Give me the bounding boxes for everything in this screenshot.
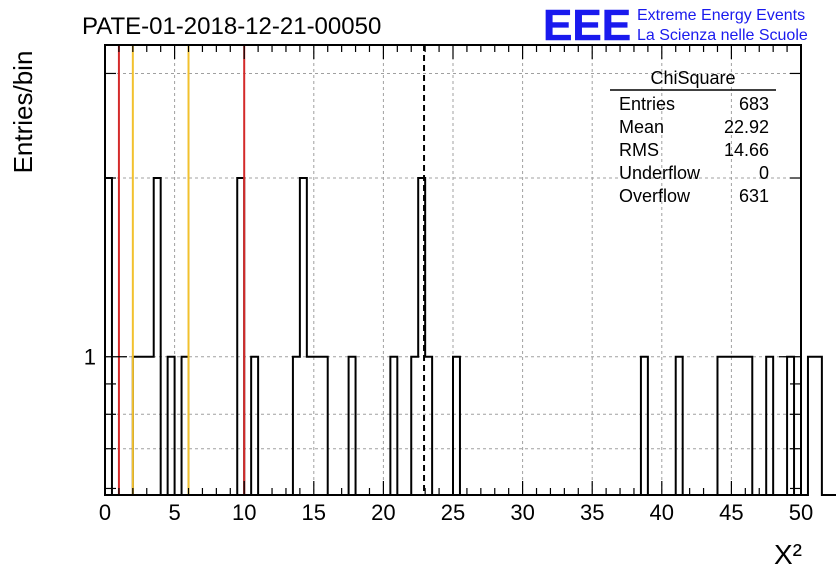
- plot-frame: [104, 44, 802, 496]
- y-tick-label: 1: [84, 345, 96, 370]
- histogram-bin: [314, 357, 321, 495]
- histogram-bin: [815, 357, 822, 495]
- histogram-bin: [390, 357, 397, 495]
- eee-logo: EEE Extreme Energy Events La Scienza nel…: [543, 1, 808, 51]
- stats-label: Underflow: [619, 163, 701, 183]
- y-tick-labels: 1: [84, 345, 96, 370]
- histogram-bin: [300, 178, 307, 495]
- histogram-bin: [147, 357, 154, 495]
- histogram-bin: [641, 357, 648, 495]
- x-axis-label: X²: [774, 539, 802, 570]
- logo-line-2: La Scienza nelle Scuole: [637, 27, 808, 44]
- stats-value: 14.66: [724, 140, 769, 160]
- histogram-bin: [293, 357, 300, 495]
- histogram-bin: [453, 357, 460, 495]
- histogram-bin: [745, 357, 752, 495]
- histogram-bin: [766, 357, 773, 495]
- histogram-bin: [307, 357, 314, 495]
- histogram-bin: [724, 357, 731, 495]
- x-tick-label: 45: [719, 500, 743, 525]
- stats-label: Mean: [619, 117, 664, 137]
- histogram-bin: [237, 178, 244, 495]
- stats-label: Overflow: [619, 186, 691, 206]
- x-tick-label: 15: [302, 500, 326, 525]
- logo-line-1: Extreme Energy Events: [637, 7, 805, 24]
- stats-value: 631: [739, 186, 769, 206]
- stats-box: ChiSquare Entries 683 Mean 22.92 RMS 14.66 Und…: [610, 68, 776, 206]
- histogram-bin: [717, 357, 724, 495]
- x-tick-label: 50: [789, 500, 813, 525]
- x-tick-label: 5: [168, 500, 180, 525]
- reference-lines: [117, 45, 426, 495]
- chart-title: PATE-01-2018-12-21-00050: [82, 13, 381, 40]
- histogram-bin: [787, 357, 794, 495]
- logo-text: EEE: [543, 1, 631, 50]
- histogram-bin: [731, 357, 738, 495]
- x-tick-label: 20: [371, 500, 395, 525]
- stats-label: RMS: [619, 140, 659, 160]
- histogram-bin: [133, 357, 140, 495]
- histogram-bin: [808, 357, 815, 495]
- stats-value: 22.92: [724, 117, 769, 137]
- stats-value: 0: [759, 163, 769, 183]
- histogram-bin: [182, 357, 189, 495]
- histogram-bin: [154, 178, 161, 495]
- x-tick-label: 40: [650, 500, 674, 525]
- stats-value: 683: [739, 94, 769, 114]
- histogram-bin: [105, 178, 112, 495]
- x-tick-label: 35: [580, 500, 604, 525]
- stats-title: ChiSquare: [650, 68, 735, 88]
- histogram-bin: [425, 357, 432, 495]
- x-tick-label: 25: [441, 500, 465, 525]
- histogram-bin: [168, 357, 175, 495]
- x-tick-label: 0: [99, 500, 111, 525]
- x-tick-label: 30: [510, 500, 534, 525]
- histogram-bin: [349, 357, 356, 495]
- histogram-bin: [411, 357, 418, 495]
- histogram-bin: [251, 357, 258, 495]
- histogram-bin: [738, 357, 745, 495]
- stats-label: Entries: [619, 94, 675, 114]
- histogram-bars: [104, 177, 836, 496]
- histogram-bin: [676, 357, 683, 495]
- histogram-bin: [321, 357, 328, 495]
- y-axis-label: Entries/bin: [8, 51, 38, 174]
- x-tick-label: 10: [232, 500, 256, 525]
- x-tick-labels: 0 5 10 15 20 25 30 35 40 45 50: [99, 500, 813, 525]
- histogram-outline: [104, 177, 836, 496]
- histogram-bin: [140, 357, 147, 495]
